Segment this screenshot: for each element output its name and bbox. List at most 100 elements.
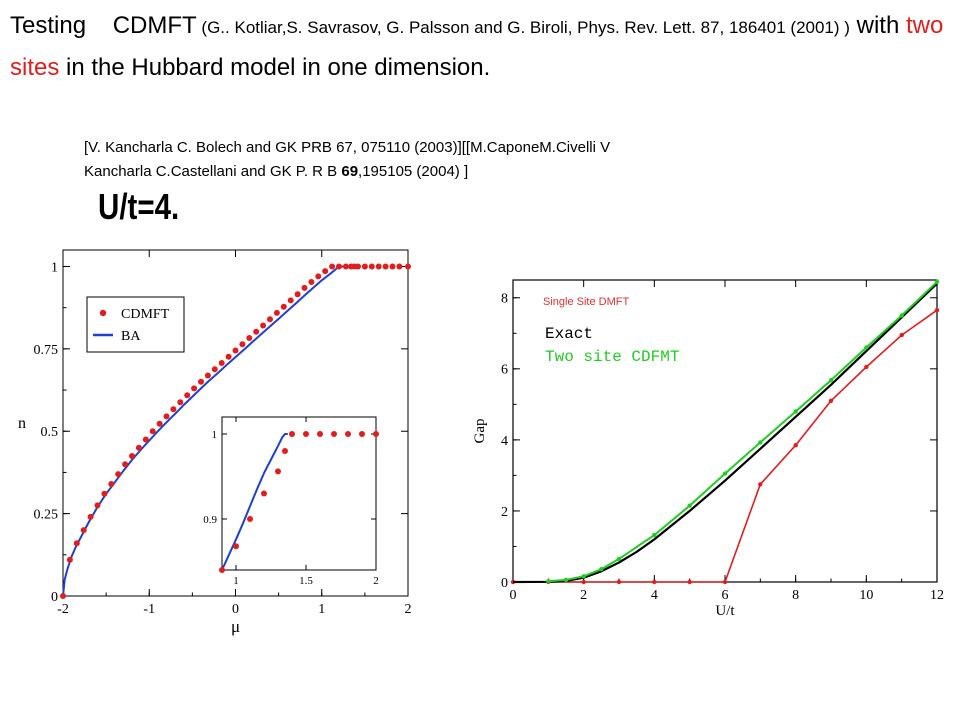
main-xtick-label: 1 [318, 602, 325, 617]
gap-xtick-label: 12 [930, 588, 944, 603]
cdmft-point [260, 322, 267, 329]
cdmft-point [73, 540, 80, 547]
cdmft-point [80, 527, 87, 534]
gap-x-axis-label: U/t [715, 603, 735, 619]
y-axis-label: n [18, 415, 26, 432]
cdmft-point [94, 502, 101, 509]
dmft-gap-point [864, 364, 869, 370]
inset-cdmft-point [289, 431, 295, 437]
cdmft-point [177, 399, 184, 406]
main-ytick-label: 0.25 [34, 508, 59, 523]
dmft-gap-point [934, 308, 940, 313]
cdmft-point [149, 428, 156, 435]
cdmft-point [396, 263, 403, 270]
cdmft-point [361, 263, 368, 270]
main-ytick-label: 0 [51, 590, 58, 605]
dmft-gap-point [828, 398, 834, 403]
cdmft-point [375, 263, 382, 270]
legend-single-site-dmft: Single Site DMFT [543, 296, 629, 308]
cdmft-point [232, 347, 239, 354]
cdmft-point [389, 263, 396, 270]
cdmft-point [322, 268, 329, 275]
reference-line-2-start: Kancharla C.Castellani and GK P. R B [84, 163, 342, 180]
two-site-gap-point [546, 579, 551, 584]
legend-exact: Exact [545, 325, 593, 343]
references: [V. Kancharla C. Bolech and GK PRB 67, 0… [84, 136, 844, 184]
gap-ytick-label: 4 [501, 434, 508, 449]
gap-xtick-label: 0 [510, 588, 517, 603]
cdmft-point [184, 392, 191, 399]
heading-rest: in the Hubbard model in one dimension. [59, 54, 491, 81]
two-site-gap-point [687, 503, 692, 508]
two-site-gap-point [581, 574, 586, 579]
cdmft-point [368, 263, 375, 270]
parameter-label: U/t=4. [98, 186, 180, 227]
main-xtick-label: 0 [232, 602, 239, 617]
cdmft-point [355, 263, 361, 270]
two-site-gap-point [864, 345, 869, 350]
cdmft-point [142, 436, 149, 443]
dmft-gap-point [581, 579, 586, 585]
inset-xtick-label: 2 [373, 575, 379, 587]
main-ytick-label: 0.75 [34, 343, 59, 358]
two-site-gap-line [548, 281, 938, 583]
cdmft-point [280, 303, 287, 310]
inset-xtick-label: 1.5 [299, 575, 313, 587]
cdmft-point [287, 297, 294, 304]
main-ytick-label: 1 [51, 260, 58, 275]
gap-xtick-label: 4 [651, 588, 658, 603]
cdmft-point [101, 490, 108, 497]
heading-cdmft: CDMFT [112, 12, 197, 39]
reference-line-1: [V. Kancharla C. Bolech and GK PRB 67, 0… [84, 139, 611, 156]
cdmft-point [204, 372, 211, 379]
cdmft-point [170, 406, 177, 413]
two-site-gap-point [722, 471, 728, 476]
cdmft-point [66, 556, 73, 563]
inset-cdmft-point [282, 448, 288, 454]
reference-volume: 69 [341, 163, 359, 180]
exact-gap-line [512, 282, 938, 584]
reference-line-2-end: ,195105 (2004) ] [358, 163, 469, 180]
cdmft-point [122, 461, 129, 468]
cdmft-point [239, 341, 246, 348]
main-xtick-label: -2 [57, 602, 69, 617]
two-site-gap-point [563, 577, 569, 583]
cdmft-point [342, 263, 349, 270]
cdmft-point [87, 513, 94, 520]
gap-ytick-label: 2 [501, 505, 508, 520]
gap-ytick-label: 6 [501, 363, 508, 378]
gap-xtick-label: 2 [580, 588, 587, 603]
cdmft-point [253, 328, 260, 335]
heading-two-sites: two sites [10, 12, 944, 81]
inset-xtick-label: 1 [233, 575, 239, 587]
cdmft-point [198, 378, 204, 385]
legend-two-site: Two site CDFMT [545, 348, 679, 366]
gap-xtick-label: 10 [859, 588, 873, 603]
two-site-gap-point [758, 440, 763, 445]
cdmft-point [267, 316, 273, 323]
inset-ytick-label: 0.9 [203, 514, 217, 526]
slide-heading: Testing CDMFT (G.. Kotliar,S. Savrasov, … [10, 6, 950, 88]
dmft-gap-point [687, 579, 692, 585]
cdmft-point [211, 366, 218, 373]
inset-cdmft-point [317, 431, 323, 437]
main-xtick-label: -1 [143, 602, 155, 617]
two-site-gap-point [828, 378, 834, 383]
cdmft-point [225, 353, 232, 360]
gap-xtick-label: 6 [722, 588, 729, 603]
inset-cdmft-point [373, 431, 379, 437]
cdmft-point [301, 284, 308, 291]
dmft-gap-point [616, 579, 622, 585]
cdmft-point [218, 360, 225, 366]
gap-y-axis-label: Gap [472, 419, 488, 444]
cdmft-point [336, 263, 342, 270]
cdmft-point [135, 444, 142, 451]
two-site-gap-point [616, 556, 622, 562]
two-site-gap-point [793, 409, 798, 414]
two-site-gap-point [599, 567, 604, 572]
gap-xtick-label: 8 [792, 588, 799, 603]
cdmft-point [246, 335, 253, 341]
dmft-gap-point [652, 579, 657, 585]
main-ytick-label: 0.5 [41, 425, 59, 440]
cdmft-point [191, 385, 198, 392]
